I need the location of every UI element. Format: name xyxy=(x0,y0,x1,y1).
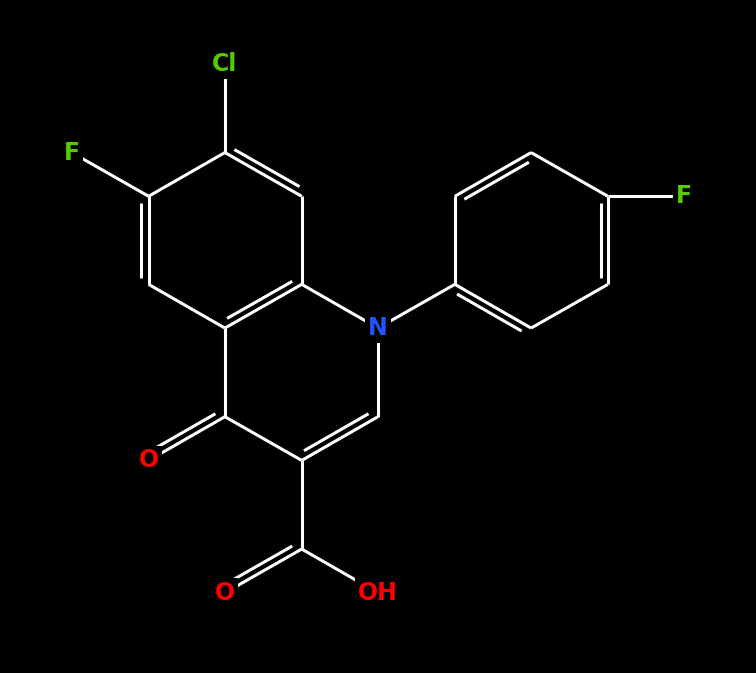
Text: F: F xyxy=(676,184,692,208)
Text: O: O xyxy=(138,448,159,472)
Text: O: O xyxy=(215,581,235,605)
Text: OH: OH xyxy=(358,581,398,605)
Text: Cl: Cl xyxy=(212,52,237,76)
Text: N: N xyxy=(368,316,388,340)
Text: F: F xyxy=(64,141,80,164)
